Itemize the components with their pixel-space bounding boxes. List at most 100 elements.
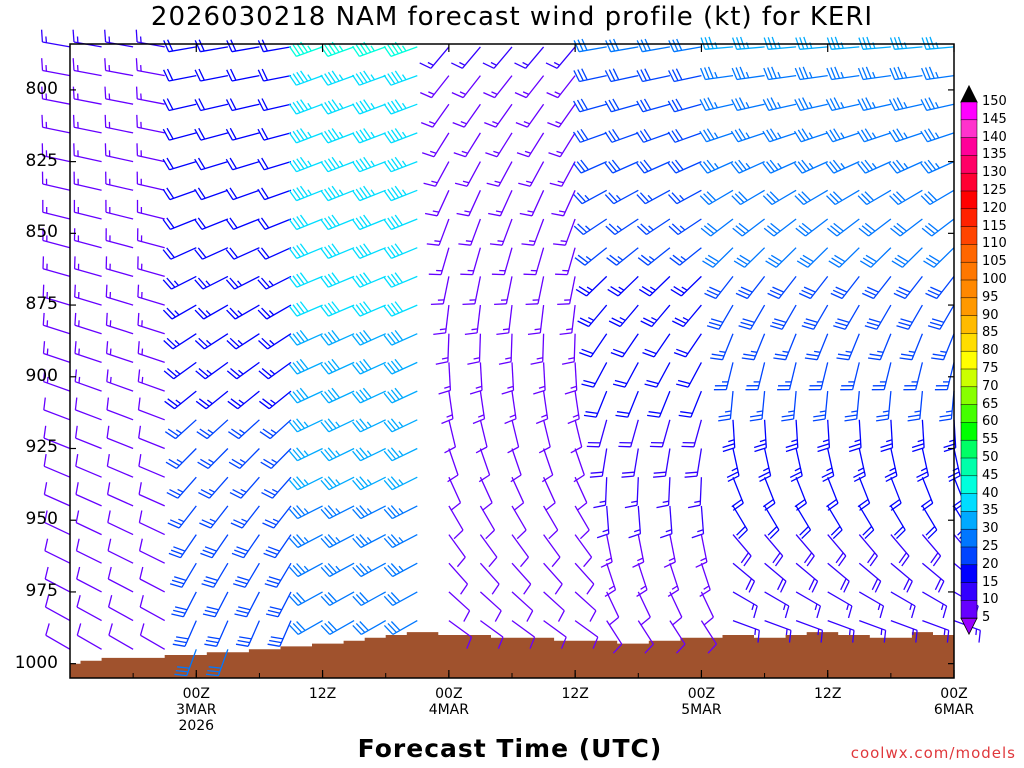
wind-barb xyxy=(764,619,792,643)
wind-barb xyxy=(288,272,323,288)
colorbar-segment xyxy=(960,279,978,299)
wind-barb xyxy=(482,46,513,69)
wind-barb xyxy=(573,38,607,53)
wind-barb xyxy=(320,128,355,144)
wind-barb xyxy=(451,75,481,99)
wind-barb xyxy=(352,591,387,606)
wind-barb xyxy=(573,189,608,205)
wind-barb xyxy=(575,275,608,297)
wind-barb xyxy=(858,505,875,540)
wind-barb xyxy=(289,505,323,520)
wind-barb xyxy=(730,128,765,143)
wind-barb xyxy=(549,161,576,187)
wind-barb xyxy=(527,305,545,336)
wind-barb xyxy=(731,97,765,112)
wind-barb xyxy=(920,97,955,112)
wind-barb xyxy=(699,562,711,597)
wind-barb xyxy=(579,333,608,358)
wind-barb xyxy=(543,476,556,511)
wind-barb xyxy=(668,38,702,53)
wind-barb xyxy=(45,623,71,650)
credit-link[interactable]: coolwx.com/models xyxy=(850,744,1016,762)
wind-barb xyxy=(288,243,323,260)
wind-barb xyxy=(288,301,323,317)
wind-barb xyxy=(137,369,165,392)
wind-barb xyxy=(890,591,916,619)
wind-barb xyxy=(162,187,197,201)
colorbar-segment xyxy=(960,600,978,619)
wind-barb xyxy=(826,66,860,81)
wind-barb xyxy=(896,304,923,330)
wind-barb xyxy=(104,114,134,134)
wind-barb xyxy=(258,333,292,350)
wind-barb xyxy=(543,591,565,622)
wind-barb xyxy=(351,70,386,86)
wind-barb xyxy=(194,127,229,141)
wind-barb xyxy=(541,448,554,483)
wind-barb xyxy=(43,425,71,450)
wind-barb xyxy=(320,214,355,231)
wind-barb xyxy=(764,534,784,567)
wind-barb xyxy=(498,333,513,365)
wind-barb xyxy=(44,595,71,622)
wind-barb xyxy=(607,275,639,297)
wind-barb xyxy=(557,276,576,306)
wind-barb xyxy=(74,369,102,392)
wind-barb xyxy=(226,361,260,380)
wind-barb xyxy=(383,272,418,288)
colorbar-label: 55 xyxy=(982,432,999,448)
colorbar-label: 60 xyxy=(982,414,999,430)
wind-barb xyxy=(511,562,532,595)
wind-barb xyxy=(472,391,486,425)
wind-barb xyxy=(352,476,386,491)
wind-barb xyxy=(762,189,797,206)
colorbar-segment xyxy=(960,101,978,121)
wind-barb xyxy=(828,247,860,268)
y-tick-label: 975 xyxy=(25,580,58,601)
colorbar-bottom-cap xyxy=(960,617,978,636)
wind-barb xyxy=(857,476,871,511)
wind-barb xyxy=(764,591,790,619)
colorbar-segment xyxy=(960,475,978,495)
wind-barb xyxy=(320,156,355,173)
wind-barb xyxy=(573,68,607,83)
wind-barb xyxy=(320,591,355,606)
wind-barb xyxy=(225,187,260,201)
wind-barb xyxy=(163,333,197,350)
wind-barb xyxy=(644,362,671,388)
wind-barb xyxy=(136,199,165,220)
wind-barb xyxy=(700,620,718,654)
wind-barb xyxy=(826,218,860,237)
wind-barb xyxy=(225,127,260,141)
wind-barb xyxy=(731,36,765,50)
wind-barb xyxy=(606,247,639,266)
wind-barb xyxy=(479,562,500,595)
colorbar-segment xyxy=(960,439,978,459)
wind-barb xyxy=(699,66,734,81)
wind-barb xyxy=(137,284,165,306)
wind-barb xyxy=(383,505,418,520)
wind-barb xyxy=(514,46,545,69)
wind-barb xyxy=(518,161,545,187)
wind-barb xyxy=(72,114,102,134)
wind-barb xyxy=(42,284,71,306)
wind-barb xyxy=(448,476,462,511)
wind-barb xyxy=(44,510,71,536)
wind-barb xyxy=(163,68,197,82)
wind-barb xyxy=(767,276,797,300)
wind-barb xyxy=(351,387,386,404)
wind-barb xyxy=(257,127,292,141)
wind-barb xyxy=(351,243,386,260)
wind-barb xyxy=(732,505,748,540)
wind-barb xyxy=(73,256,102,278)
wind-barb xyxy=(667,128,702,143)
wind-barb xyxy=(421,132,450,158)
wind-barb xyxy=(840,362,860,391)
wind-barb xyxy=(430,276,450,306)
wind-barb xyxy=(889,66,923,81)
wind-barb xyxy=(44,538,71,564)
wind-barb xyxy=(226,304,260,320)
wind-barb xyxy=(827,591,853,619)
wind-barb xyxy=(670,275,702,297)
colorbar-segment xyxy=(960,386,978,406)
